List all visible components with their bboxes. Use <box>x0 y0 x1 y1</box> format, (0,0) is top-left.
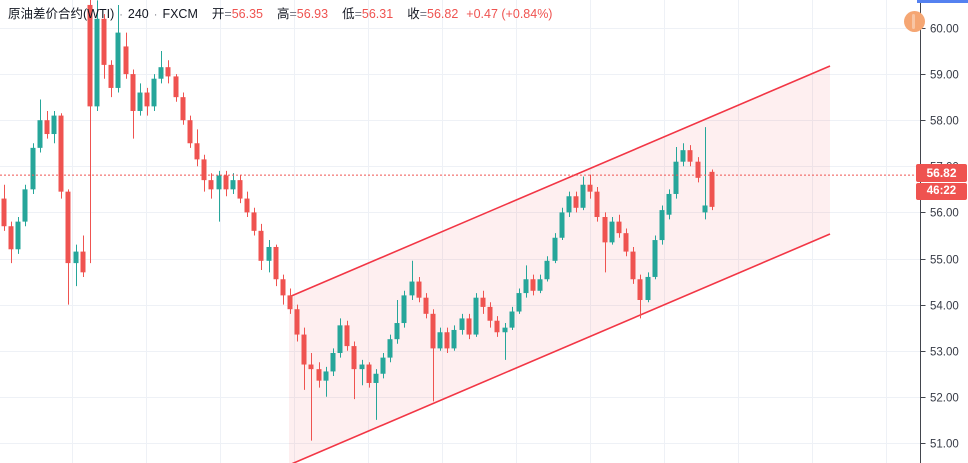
price-axis-tick-label: 53.00 <box>930 347 959 359</box>
symbol-title[interactable]: 原油差价合约(WTI) <box>8 7 115 21</box>
separator-dot: · <box>119 9 123 21</box>
change-value: +0.47 (+0.84%) <box>466 7 553 21</box>
price-axis-tick-label: 60.00 <box>930 24 959 36</box>
price-axis-tick-label: 52.00 <box>930 393 959 405</box>
last-price-label: 56.82 <box>916 164 967 182</box>
price-axis-tick-label: 51.00 <box>930 439 959 451</box>
price-axis-tick-label: 54.00 <box>930 301 959 313</box>
price-axis-tick-label: 58.00 <box>930 116 959 128</box>
chart-legend: 原油差价合约(WTI) · 240 · FXCM 开=56.35 高=56.93 低=56.3… <box>8 7 553 21</box>
bar-countdown-label: 46:22 <box>916 183 967 200</box>
high-label: 高 <box>276 7 290 21</box>
price-axis-tick-label: 56.00 <box>930 208 959 220</box>
separator-dot: · <box>153 9 158 21</box>
alert-bubble-icon[interactable] <box>904 11 925 32</box>
high-value: 56.93 <box>296 7 329 21</box>
price-axis-tick-label: 59.00 <box>930 70 959 82</box>
interval-label[interactable]: 240 <box>127 7 149 21</box>
price-axis-tick-label: 55.00 <box>930 255 959 267</box>
close-value: 56.82 <box>427 7 459 21</box>
close-label: 收 <box>407 7 420 21</box>
low-label: 低 <box>342 7 355 21</box>
open-label: 开 <box>211 7 225 21</box>
low-value: 56.31 <box>361 7 394 21</box>
open-value: 56.35 <box>231 7 263 21</box>
exchange-label: FXCM <box>162 7 198 21</box>
axis-top-label-sliver <box>917 0 968 3</box>
